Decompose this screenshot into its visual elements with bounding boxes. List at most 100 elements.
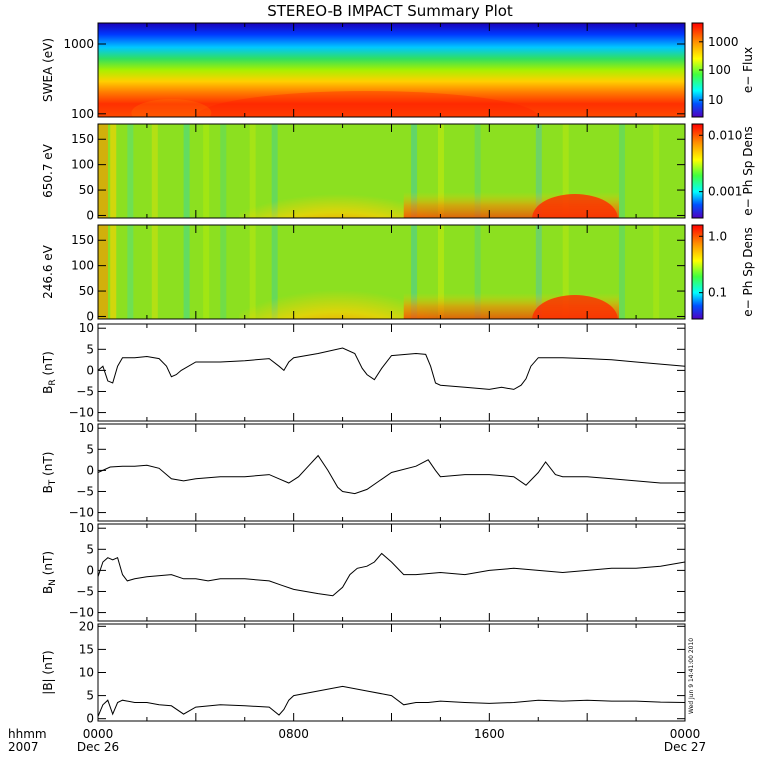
bt-ytick-label: −5 — [76, 484, 94, 498]
pad650-ytick-label: 100 — [71, 158, 94, 172]
pad246-colorbar — [691, 224, 704, 320]
pad246-pad-streak — [653, 225, 660, 319]
pad246-low-pitch-band — [532, 295, 618, 319]
br-ytick-label: −10 — [69, 406, 94, 420]
swea-ytick-label: 100 — [71, 107, 94, 121]
pad650-pad-streak — [411, 124, 418, 218]
time-axis-year-label: 2007 — [8, 740, 39, 754]
pad650-pad-streak — [151, 124, 158, 218]
br-ytick-label: 0 — [86, 363, 94, 377]
bt-ytick-label: 0 — [86, 463, 94, 477]
time-tick-label: 0000 — [670, 727, 701, 741]
pad246-pad-streak — [127, 225, 134, 319]
swea-colorbar-tick-label: 1000 — [708, 35, 739, 49]
pad650-pad-streak — [98, 124, 108, 218]
date-tick-label: Dec 27 — [664, 740, 706, 754]
pad650-field-aligned-enhancement — [239, 170, 437, 218]
pad246-field-aligned-enhancement — [239, 261, 437, 319]
bt-series-line — [97, 454, 685, 495]
swea-ytick-label: 1000 — [63, 37, 94, 51]
pad650-pad-streak — [220, 124, 227, 218]
pad650-pad-streak — [437, 124, 444, 218]
bn-frame — [97, 523, 686, 622]
bmag-ytick-label: 20 — [79, 619, 94, 633]
br-ytick-label: 5 — [86, 342, 94, 356]
pad-246-panel: 0 50 100 150 246.6 eV 1.0 0.1 e− Ph Sp Dens — [41, 224, 755, 323]
pad650-pad-streak — [562, 124, 569, 218]
pad650-pad-streak — [110, 124, 117, 218]
bmag-series-line — [97, 685, 686, 717]
swea-flux-enhancement — [131, 99, 212, 117]
swea-flux-enhancement — [195, 91, 539, 117]
pad246-colorbar-label: e− Ph Sp Dens — [741, 227, 755, 316]
pad246-pad-streak — [437, 225, 444, 319]
swea-spectrogram-image — [98, 23, 685, 117]
bn-panel: 10 5 0 −5 −10 BN (nT) — [41, 521, 686, 622]
pad650-colorbar — [691, 123, 704, 219]
time-tick-label: 1600 — [474, 727, 505, 741]
bt-ylabel: BT (nT) — [41, 452, 58, 494]
pad246-pad-streak — [562, 225, 569, 319]
pad246-pad-streak — [271, 225, 278, 319]
pad650-pad-streak — [653, 124, 660, 218]
pad650-ytick-label: 0 — [86, 208, 94, 222]
time-tick-label: 0800 — [278, 727, 309, 741]
bn-ytick-label: 5 — [86, 542, 94, 556]
bn-ytick-label: 0 — [86, 563, 94, 577]
br-frame — [97, 323, 686, 422]
pad246-pad-streak — [474, 225, 481, 319]
pad246-pad-streak — [249, 225, 256, 319]
bn-series-line — [97, 552, 686, 597]
pad246-ylabel: 246.6 eV — [41, 244, 55, 299]
pad246-pad-streak — [618, 225, 625, 319]
bmag-ytick-label: 5 — [86, 689, 94, 703]
bn-ytick-label: −5 — [76, 584, 94, 598]
pad650-ytick-label: 150 — [71, 132, 94, 146]
time-axis-unit-label: hhmm — [8, 727, 47, 741]
date-tick-label: Dec 26 — [77, 740, 119, 754]
bt-ytick-label: −10 — [69, 506, 94, 520]
pad650-pad-streak — [249, 124, 256, 218]
pad650-pad-streak — [535, 124, 542, 218]
bmag-ytick-label: 10 — [79, 666, 94, 680]
pad650-ytick-label: 50 — [79, 183, 94, 197]
pad246-colorbar-tick-label: 0.1 — [708, 286, 727, 300]
swea-spectrogram-panel: 100 1000 SWEA (eV) 1000 100 10 e− Flux — [41, 22, 755, 121]
pad246-ytick-label: 150 — [71, 233, 94, 247]
pad246-pad-streak — [110, 225, 117, 319]
bmag-ytick-label: 15 — [79, 642, 94, 656]
swea-colorbar-tick-label: 10 — [708, 93, 723, 107]
swea-colorbar-tick-label: 100 — [708, 63, 731, 77]
pad650-ylabel: 650.7 eV — [41, 143, 55, 198]
bmag-panel: 20 15 10 5 0 |B| (nT) — [41, 619, 686, 726]
plot-title: STEREO-B IMPACT Summary Plot — [267, 2, 513, 20]
pad246-colorbar-tick-label: 1.0 — [708, 229, 727, 243]
bmag-ylabel: |B| (nT) — [41, 650, 55, 694]
bt-panel: 10 5 0 −5 −10 BT (nT) — [41, 421, 686, 522]
br-ytick-label: 10 — [79, 321, 94, 335]
bn-ytick-label: −10 — [69, 606, 94, 620]
br-ylabel: BR (nT) — [41, 351, 58, 394]
pad650-pad-streak — [203, 124, 210, 218]
creation-timestamp: Wed Jun 9 14:41:00 2010 — [688, 638, 695, 714]
pad650-pad-streak — [474, 124, 481, 218]
pad246-pad-streak — [203, 225, 210, 319]
pad650-pad-streak — [127, 124, 134, 218]
swea-ylabel: SWEA (eV) — [41, 38, 55, 102]
pad246-ytick-label: 50 — [79, 284, 94, 298]
bt-ytick-label: 5 — [86, 442, 94, 456]
bn-ylabel: BN (nT) — [41, 551, 58, 594]
bmag-ytick-label: 0 — [86, 712, 94, 726]
pad650-colorbar-tick-label: 0.010 — [708, 128, 742, 142]
swea-colorbar-label: e− Flux — [741, 47, 755, 93]
br-ytick-label: −5 — [76, 384, 94, 398]
pad650-colorbar-tick-label: 0.001 — [708, 185, 742, 199]
pad650-colorbar-label: e− Ph Sp Dens — [741, 126, 755, 215]
pad246-pad-streak — [220, 225, 227, 319]
pad246-pad-streak — [535, 225, 542, 319]
pad650-low-pitch-band — [532, 194, 618, 218]
bmag-frame — [97, 623, 686, 722]
time-tick-label: 0000 — [83, 727, 114, 741]
